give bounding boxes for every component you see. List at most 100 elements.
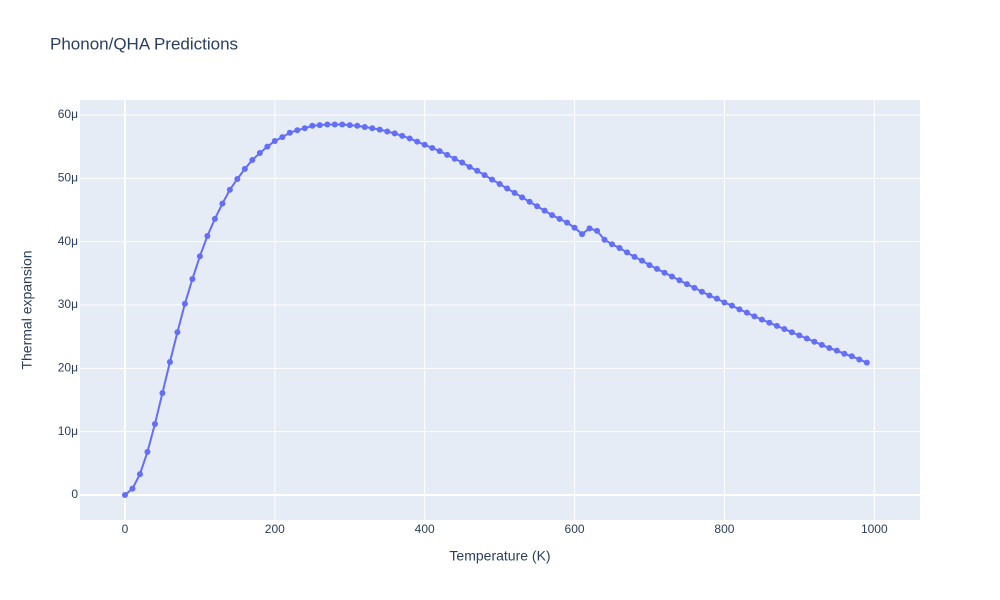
marker bbox=[743, 309, 750, 316]
marker bbox=[286, 129, 293, 136]
marker bbox=[391, 130, 398, 137]
marker bbox=[848, 353, 855, 360]
y-axis-title: Thermal expansion bbox=[19, 250, 35, 369]
marker bbox=[459, 159, 466, 166]
marker bbox=[369, 125, 376, 132]
y-tick-label: 40μ bbox=[58, 234, 78, 248]
marker bbox=[706, 292, 713, 299]
marker bbox=[601, 236, 608, 243]
marker bbox=[773, 322, 780, 329]
marker bbox=[376, 126, 383, 133]
marker bbox=[526, 198, 533, 205]
marker bbox=[234, 175, 241, 182]
marker bbox=[249, 156, 256, 163]
marker bbox=[189, 276, 196, 283]
marker bbox=[399, 132, 406, 139]
marker bbox=[519, 194, 526, 201]
marker bbox=[781, 326, 788, 333]
marker bbox=[444, 151, 451, 158]
marker bbox=[586, 225, 593, 232]
marker bbox=[196, 253, 203, 260]
marker bbox=[204, 232, 211, 239]
marker bbox=[646, 262, 653, 269]
grid bbox=[80, 100, 920, 520]
marker bbox=[301, 125, 308, 132]
x-tick-label: 1000 bbox=[861, 522, 888, 536]
y-tick-label: 30μ bbox=[58, 297, 78, 311]
marker bbox=[174, 329, 181, 336]
marker bbox=[481, 172, 488, 179]
marker bbox=[698, 288, 705, 295]
marker bbox=[166, 358, 173, 365]
marker bbox=[279, 134, 286, 141]
marker bbox=[856, 356, 863, 363]
marker bbox=[429, 144, 436, 151]
marker bbox=[826, 345, 833, 352]
marker bbox=[594, 227, 601, 234]
marker bbox=[556, 215, 563, 222]
marker bbox=[346, 122, 353, 129]
marker bbox=[324, 121, 331, 128]
marker bbox=[803, 335, 810, 342]
line bbox=[124, 123, 868, 496]
marker bbox=[264, 143, 271, 150]
marker bbox=[736, 306, 743, 313]
marker bbox=[504, 185, 511, 192]
marker bbox=[451, 155, 458, 162]
x-tick-label: 800 bbox=[714, 522, 734, 536]
marker bbox=[256, 150, 263, 157]
marker bbox=[631, 253, 638, 260]
marker bbox=[489, 176, 496, 183]
marker bbox=[676, 277, 683, 284]
marker bbox=[811, 338, 818, 345]
marker bbox=[818, 341, 825, 348]
marker bbox=[564, 219, 571, 226]
marker bbox=[661, 269, 668, 276]
marker bbox=[271, 137, 278, 144]
marker bbox=[728, 302, 735, 309]
marker bbox=[406, 135, 413, 142]
marker bbox=[511, 189, 518, 196]
marker bbox=[788, 329, 795, 336]
marker bbox=[181, 300, 188, 307]
marker bbox=[136, 471, 143, 478]
marker bbox=[354, 122, 361, 129]
marker bbox=[624, 249, 631, 256]
marker bbox=[331, 121, 338, 128]
marker bbox=[226, 186, 233, 193]
y-tick-label: 20μ bbox=[58, 360, 78, 374]
marker bbox=[414, 138, 421, 145]
marker bbox=[151, 421, 158, 428]
marker bbox=[121, 491, 128, 498]
marker bbox=[534, 203, 541, 210]
marker bbox=[316, 122, 323, 129]
plot-area bbox=[80, 100, 920, 520]
marker bbox=[616, 245, 623, 252]
marker bbox=[159, 390, 166, 397]
marker bbox=[474, 167, 481, 174]
x-tick-label: 200 bbox=[265, 522, 285, 536]
marker bbox=[339, 121, 346, 128]
marker bbox=[796, 332, 803, 339]
marker bbox=[421, 141, 428, 148]
y-tick-label: 50μ bbox=[58, 171, 78, 185]
x-tick-label: 400 bbox=[415, 522, 435, 536]
marker bbox=[466, 163, 473, 170]
marker bbox=[833, 347, 840, 354]
marker bbox=[571, 224, 578, 231]
x-axis-title: Temperature (K) bbox=[449, 548, 550, 564]
marker bbox=[609, 241, 616, 248]
marker bbox=[713, 295, 720, 302]
marker bbox=[294, 127, 301, 134]
chart-title: Phonon/QHA Predictions bbox=[50, 34, 238, 53]
marker bbox=[541, 207, 548, 214]
x-tick-label: 0 bbox=[122, 522, 129, 536]
marker bbox=[683, 281, 690, 288]
y-tick-label: 0 bbox=[71, 487, 78, 501]
marker bbox=[129, 485, 136, 492]
marker bbox=[638, 257, 645, 264]
marker bbox=[144, 448, 151, 455]
marker bbox=[579, 231, 586, 238]
y-tick-label: 10μ bbox=[58, 424, 78, 438]
